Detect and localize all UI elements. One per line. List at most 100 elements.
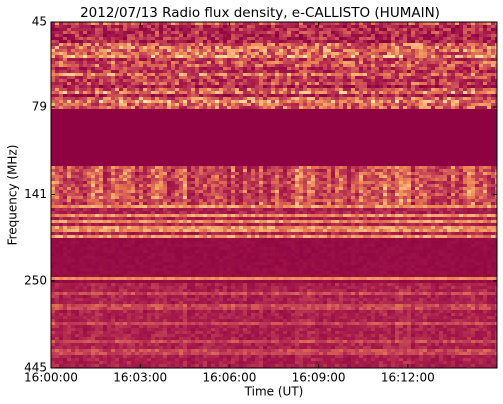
spectrogram-cell	[403, 34, 407, 37]
spectrogram-cell	[67, 100, 71, 103]
spectrogram-cell	[179, 115, 183, 118]
spectrogram-cell	[383, 148, 387, 151]
spectrogram-cell	[431, 76, 435, 79]
spectrogram-cell	[227, 40, 231, 43]
spectrogram-cell	[491, 58, 495, 61]
spectrogram-cell	[183, 46, 187, 49]
spectrogram-cell	[135, 109, 139, 112]
spectrogram-cell	[59, 79, 63, 82]
spectrogram-cell	[491, 67, 495, 70]
spectrogram-cell	[175, 67, 179, 70]
spectrogram-cell	[291, 121, 295, 124]
spectrogram-cell	[451, 34, 455, 37]
spectrogram-cell	[387, 103, 391, 106]
spectrogram-cell	[75, 49, 79, 52]
spectrogram-cell	[251, 82, 255, 85]
spectrogram-cell	[295, 85, 299, 88]
spectrogram-cell	[347, 76, 351, 79]
spectrogram-cell	[199, 76, 203, 79]
spectrogram-cell	[451, 37, 455, 40]
spectrogram-cell	[235, 43, 239, 46]
spectrogram-cell	[83, 106, 87, 109]
spectrogram-cell	[103, 43, 107, 46]
spectrogram-cell	[147, 55, 151, 58]
spectrogram-cell	[107, 52, 111, 55]
spectrogram-cell	[331, 85, 335, 88]
spectrogram-cell	[443, 40, 447, 43]
spectrogram-cell	[455, 100, 459, 103]
spectrogram-cell	[327, 34, 331, 37]
spectrogram-cell	[251, 154, 255, 157]
spectrogram-cell	[355, 70, 359, 73]
spectrogram-cell	[263, 43, 267, 46]
spectrogram-cell	[207, 52, 211, 55]
spectrogram-cell	[275, 130, 279, 133]
spectrogram-cell	[227, 124, 231, 127]
spectrogram-cell	[51, 112, 55, 115]
spectrogram-cell	[127, 154, 131, 157]
spectrogram-cell	[451, 94, 455, 97]
spectrogram-cell	[371, 34, 375, 37]
spectrogram-cell	[255, 115, 259, 118]
spectrogram-cell	[399, 82, 403, 85]
spectrogram-cell	[423, 76, 427, 79]
spectrogram-cell	[291, 97, 295, 100]
spectrogram-cell	[107, 145, 111, 148]
spectrogram-cell	[331, 112, 335, 115]
spectrogram-cell	[187, 94, 191, 97]
spectrogram-cell	[251, 151, 255, 154]
spectrogram-cell	[479, 145, 483, 148]
spectrogram-cell	[227, 37, 231, 40]
spectrogram-cell	[451, 49, 455, 52]
spectrogram-cell	[419, 52, 423, 55]
spectrogram-cell	[147, 91, 151, 94]
spectrogram-cell	[275, 37, 279, 40]
spectrogram-cell	[219, 22, 223, 25]
spectrogram-cell	[327, 22, 331, 25]
spectrogram-cell	[303, 58, 307, 61]
spectrogram-cell	[455, 40, 459, 43]
spectrogram-cell	[431, 124, 435, 127]
spectrogram-cell	[215, 91, 219, 94]
spectrogram-cell	[459, 130, 463, 133]
spectrogram-cell	[135, 82, 139, 85]
spectrogram-cell	[71, 28, 75, 31]
spectrogram-cell	[123, 136, 127, 139]
spectrogram-cell	[147, 154, 151, 157]
spectrogram-cell	[419, 127, 423, 130]
spectrogram-cell	[395, 127, 399, 130]
spectrogram-cell	[279, 91, 283, 94]
spectrogram-cell	[175, 94, 179, 97]
spectrogram-cell	[191, 85, 195, 88]
spectrogram-cell	[119, 85, 123, 88]
spectrogram-cell	[255, 112, 259, 115]
spectrogram-cell	[187, 22, 191, 25]
spectrogram-cell	[399, 46, 403, 49]
spectrogram-cell	[223, 142, 227, 145]
spectrogram-cell	[75, 34, 79, 37]
spectrogram-cell	[359, 130, 363, 133]
spectrogram-cell	[183, 112, 187, 115]
spectrogram-cell	[227, 61, 231, 64]
spectrogram-cell	[95, 154, 99, 157]
spectrogram-cell	[255, 76, 259, 79]
spectrogram-cell	[175, 88, 179, 91]
spectrogram-cell	[371, 151, 375, 154]
spectrogram-cell	[435, 31, 439, 34]
spectrogram-cell	[83, 70, 87, 73]
spectrogram-cell	[407, 55, 411, 58]
spectrogram-cell	[259, 112, 263, 115]
spectrogram-cell	[79, 127, 83, 130]
spectrogram-cell	[71, 22, 75, 25]
spectrogram-cell	[167, 43, 171, 46]
spectrogram-cell	[259, 91, 263, 94]
spectrogram-cell	[291, 154, 295, 157]
spectrogram-cell	[311, 70, 315, 73]
spectrogram-cell	[315, 64, 319, 67]
spectrogram-cell	[175, 22, 179, 25]
spectrogram-cell	[235, 121, 239, 124]
spectrogram-cell	[399, 106, 403, 109]
spectrogram-cell	[163, 82, 167, 85]
spectrogram-cell	[415, 124, 419, 127]
spectrogram-cell	[371, 91, 375, 94]
